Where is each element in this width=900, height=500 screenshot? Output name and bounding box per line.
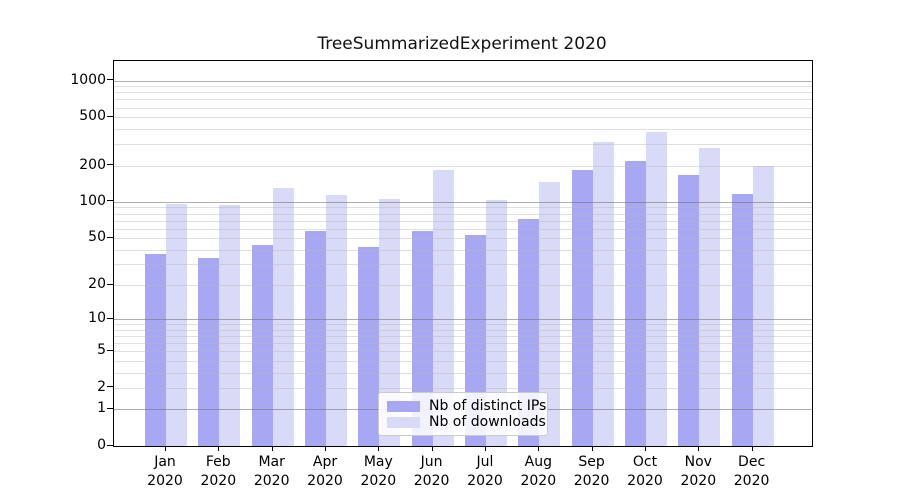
bar-downloads (219, 205, 241, 446)
bar-downloads (539, 182, 561, 446)
y-tick-label: 2 (97, 378, 106, 395)
x-tick (751, 447, 753, 451)
bar-distinct-ips (358, 247, 380, 446)
bar-distinct-ips (305, 231, 326, 446)
x-tick-label: Jan 2020 (147, 454, 183, 489)
x-tick (378, 447, 380, 451)
x-tick-label: Nov 2020 (680, 454, 717, 489)
bar-distinct-ips (731, 193, 753, 446)
bar-downloads (752, 166, 774, 446)
x-tick (165, 447, 166, 451)
y-tick-label: 200 (79, 156, 106, 173)
y-tick (107, 444, 113, 446)
x-tick (485, 447, 486, 451)
y-tick (107, 407, 113, 409)
y-tick (107, 164, 113, 165)
legend-label-distinct-ips: Nb of distinct IPs (429, 398, 547, 414)
minor-gridline (114, 86, 812, 88)
bar-downloads (592, 141, 614, 446)
y-tick-label: 500 (79, 108, 106, 125)
x-tick-label: Aug 2020 (520, 454, 557, 489)
x-tick-label: Apr 2020 (307, 454, 343, 489)
minor-gridline (114, 92, 812, 94)
x-tick (538, 447, 540, 451)
y-tick-label: 5 (97, 342, 106, 359)
minor-gridline (114, 144, 812, 146)
x-tick-label: Dec 2020 (733, 454, 770, 489)
x-tick (431, 447, 433, 451)
y-tick-label: 100 (79, 192, 106, 209)
x-tick (218, 447, 220, 451)
major-gridline (114, 80, 812, 82)
x-tick (271, 447, 273, 451)
legend-swatch-distinct-ips (387, 400, 420, 412)
bar-distinct-ips (678, 175, 700, 446)
x-tick-label: Sep 2020 (573, 454, 610, 489)
legend-item-distinct-ips: Nb of distinct IPs (387, 398, 546, 414)
plot-area (113, 60, 813, 447)
bar-downloads (646, 132, 667, 446)
y-tick (107, 115, 113, 117)
y-tick (107, 317, 113, 319)
minor-gridline (114, 107, 812, 109)
y-tick (107, 79, 113, 80)
bar-distinct-ips (145, 253, 166, 446)
bar-downloads (486, 199, 507, 446)
legend-swatch-downloads (387, 416, 420, 428)
bar-distinct-ips (518, 219, 540, 446)
minor-gridline (114, 128, 812, 130)
bar-distinct-ips (625, 160, 646, 446)
legend: Nb of distinct IPs Nb of downloads (378, 392, 548, 436)
legend-label-downloads: Nb of downloads (429, 414, 546, 430)
legend-item-downloads: Nb of downloads (387, 414, 546, 430)
y-tick-label: 1000 (70, 71, 106, 88)
bar-downloads (699, 148, 721, 446)
bar-distinct-ips (571, 170, 593, 446)
bar-distinct-ips (251, 244, 273, 446)
y-tick (107, 200, 113, 202)
minor-gridline (114, 117, 812, 119)
x-tick (591, 447, 593, 451)
x-tick-label: Jul 2020 (467, 454, 503, 489)
y-tick-label: 1 (97, 400, 106, 417)
x-tick (645, 447, 646, 451)
bar-downloads (432, 169, 454, 446)
bar-downloads (272, 187, 294, 446)
bar-downloads (166, 203, 187, 446)
y-tick-label: 10 (88, 310, 106, 327)
y-tick (107, 386, 113, 388)
chart-title: TreeSummarizedExperiment 2020 (317, 34, 607, 54)
y-tick (107, 236, 113, 238)
bar-downloads (379, 199, 401, 446)
x-tick-label: Feb 2020 (200, 454, 237, 489)
bar-downloads (326, 195, 347, 446)
y-tick-label: 0 (97, 437, 106, 453)
x-tick-label: May 2020 (360, 454, 397, 489)
x-tick-label: Oct 2020 (627, 454, 663, 489)
minor-gridline (114, 99, 812, 101)
y-tick-label: 20 (88, 276, 106, 292)
x-tick (325, 447, 326, 451)
bar-distinct-ips (198, 257, 220, 446)
y-tick-label: 50 (88, 229, 106, 245)
x-tick-label: Mar 2020 (253, 454, 290, 489)
y-tick (107, 349, 113, 351)
x-tick-label: Jun 2020 (413, 454, 450, 489)
x-tick (698, 447, 700, 451)
y-tick (107, 283, 113, 285)
